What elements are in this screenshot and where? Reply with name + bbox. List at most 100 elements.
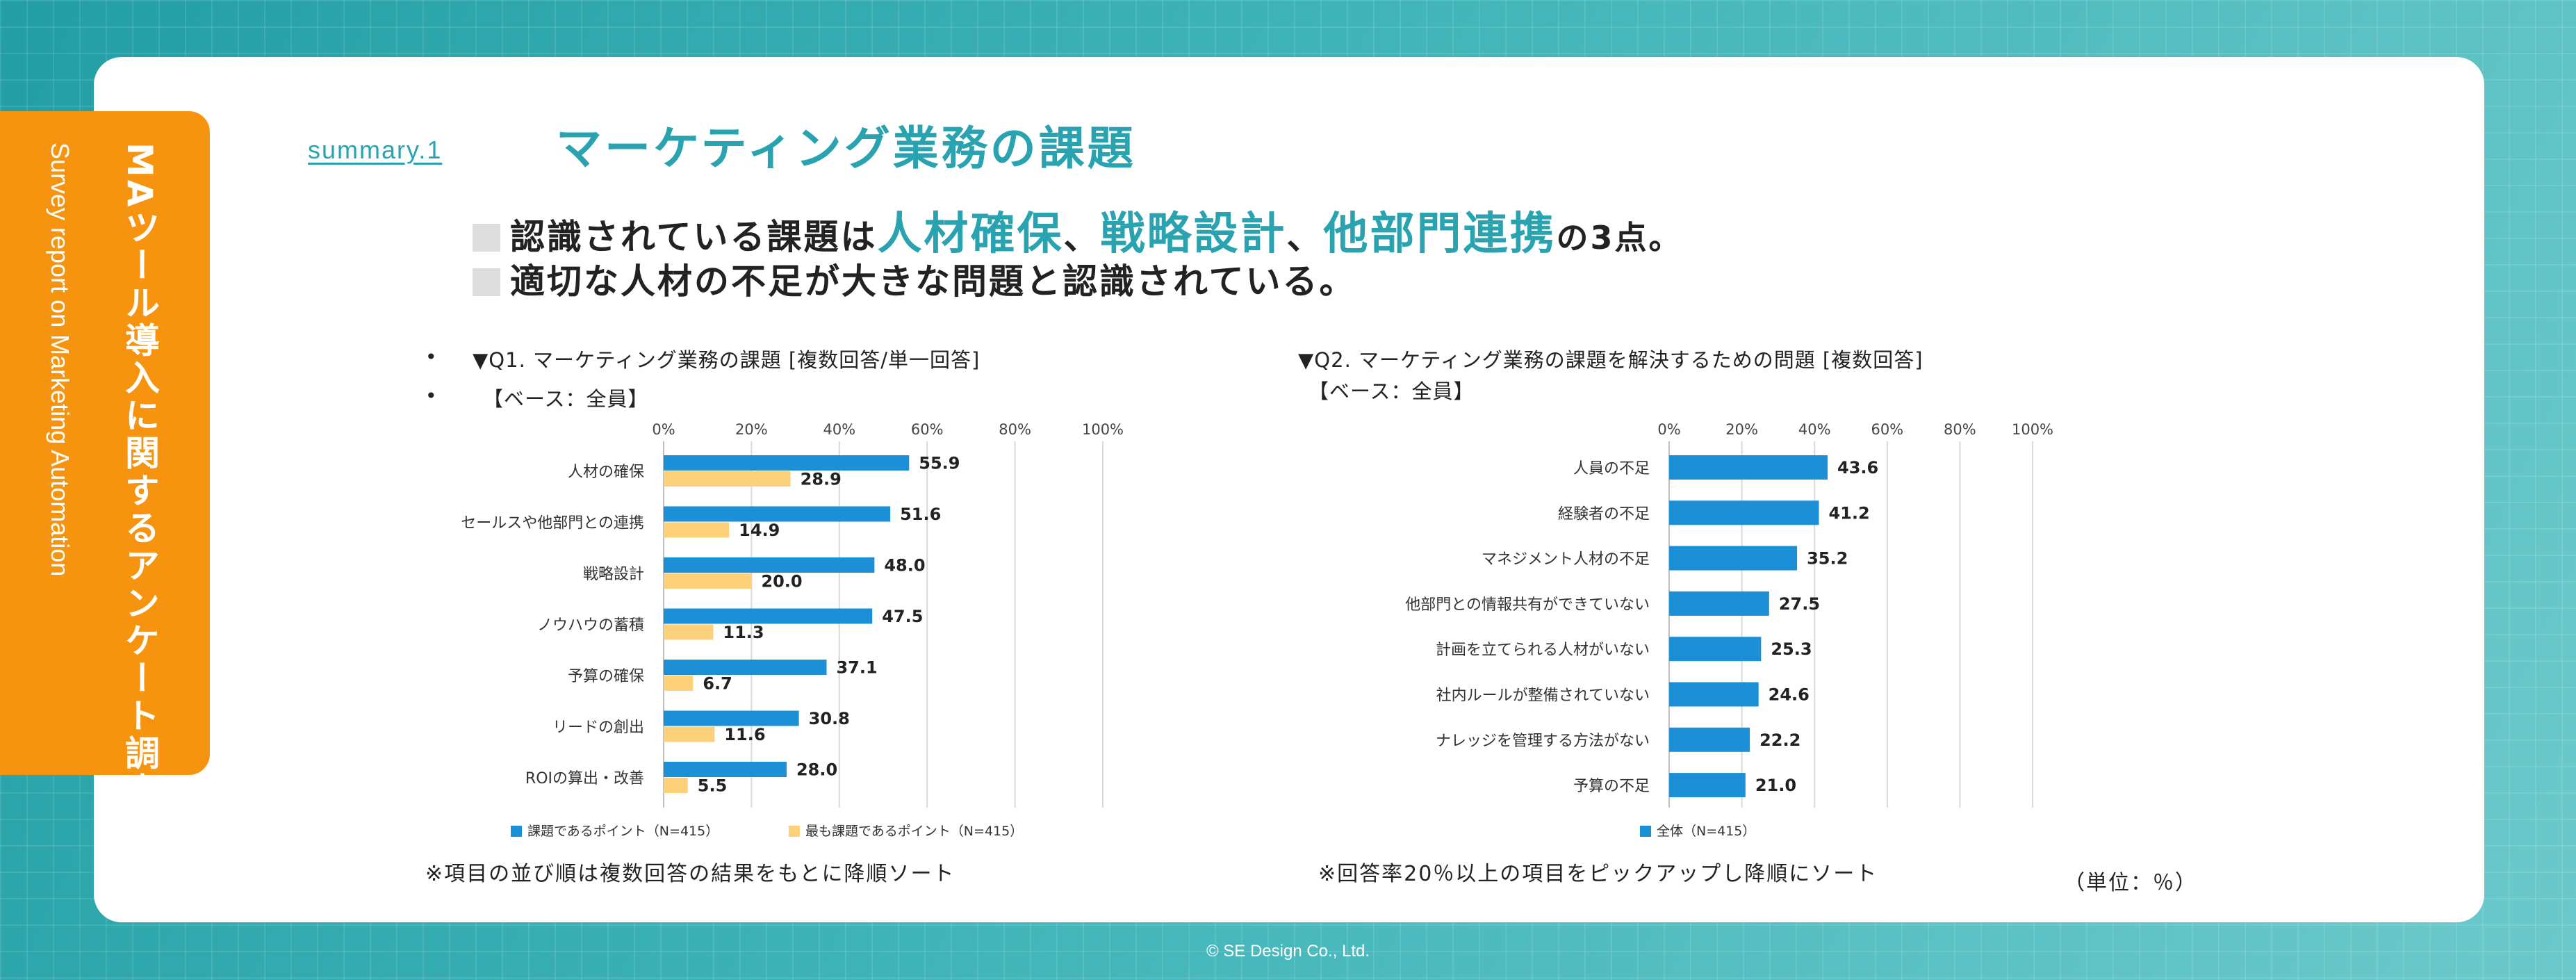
bar <box>664 710 799 726</box>
legend-label: 最も課題であるポイント（N=415） <box>805 824 1023 839</box>
data-label: 55.9 <box>919 454 960 473</box>
sidebar-tab: MAツール導入に関するアンケート調査報告書 Survey report on M… <box>0 111 210 922</box>
bullet-dot: • <box>425 384 437 407</box>
legend-swatch <box>789 826 800 837</box>
note-right: ※回答率20％以上の項目をピックアップし降順にソート <box>1318 862 1878 886</box>
data-label: 20.0 <box>761 572 802 591</box>
bar <box>664 676 694 691</box>
data-label: 30.8 <box>809 709 850 728</box>
q2-base: 【ベース：全員】 <box>1308 379 1475 403</box>
category-label: ノウハウの蓄積 <box>537 617 644 635</box>
bar <box>1669 727 1750 752</box>
q2-chart: 0% 20% 40% 60% 80% 100% 人員の不足 43.6 経験者の不足 41.2 マネジ… <box>1405 421 2053 839</box>
x-tick-label: 40% <box>1798 421 1831 438</box>
bar <box>664 660 827 675</box>
category-label: ナレッジを管理する方法がない <box>1436 733 1650 750</box>
x-tick-label: 40% <box>823 421 855 438</box>
page-title: マーケティング業務の課題 <box>556 122 1136 175</box>
highlight-text: 他部門連携 <box>1323 209 1557 260</box>
bar <box>664 471 791 487</box>
unit-label: （単位：％） <box>2064 871 2197 895</box>
highlight-text: 戦略設計 <box>1100 209 1287 260</box>
headline-line-2: 適切な人材の不足が大きな問題と認識されている。 <box>473 254 1356 304</box>
x-tick-label: 60% <box>911 421 944 438</box>
x-tick-label: 20% <box>735 421 768 438</box>
separator-text: 、 <box>1063 217 1101 257</box>
data-label: 37.1 <box>836 658 877 678</box>
legend-label: 全体（N=415） <box>1657 824 1755 839</box>
data-label: 43.6 <box>1837 458 1878 477</box>
category-label: セールスや他部門との連携 <box>461 515 644 532</box>
headline-line-1: 認識されている課題は人材確保、戦略設計、他部門連携の3点。 <box>473 198 1683 262</box>
data-label: 14.9 <box>739 521 780 540</box>
x-tick-label: 60% <box>1871 421 1903 438</box>
bar <box>664 624 714 640</box>
category-label: ROIの算出・改善 <box>525 770 644 787</box>
category-label: 他部門との情報共有ができていない <box>1405 596 1650 614</box>
category-label: 戦略設計 <box>583 566 644 583</box>
x-tick-label: 80% <box>999 421 1031 438</box>
content-panel <box>94 57 2484 922</box>
q1-base: 【ベース：全員】 <box>483 387 649 411</box>
bar <box>1669 500 1819 525</box>
bullet-dot: • <box>425 345 437 368</box>
x-tick-label: 100% <box>1082 421 1124 438</box>
data-label: 11.3 <box>723 623 764 642</box>
bar <box>664 608 873 624</box>
square-bullet-icon <box>473 224 500 252</box>
legend-label: 課題であるポイント（N=415） <box>527 824 719 839</box>
category-label: 計画を立てられる人材がいない <box>1436 642 1650 659</box>
data-label: 11.6 <box>724 725 765 744</box>
headline-text: 認識されている課題は <box>510 217 878 257</box>
x-tick-label: 100% <box>2012 421 2053 438</box>
bar <box>1669 637 1762 662</box>
legend-swatch <box>1640 826 1651 837</box>
separator-text: 、 <box>1286 217 1324 257</box>
data-label: 25.3 <box>1771 639 1812 659</box>
category-label: 人材の確保 <box>568 464 644 481</box>
bar <box>664 726 715 742</box>
category-label: 予算の不足 <box>1573 778 1650 795</box>
bar <box>664 573 752 589</box>
category-label: 経験者の不足 <box>1558 505 1650 523</box>
data-label: 47.5 <box>882 607 923 626</box>
bar <box>664 455 910 471</box>
data-label: 28.0 <box>796 760 837 780</box>
category-label: 社内ルールが整備されていない <box>1436 687 1650 705</box>
data-label: 41.2 <box>1828 503 1869 523</box>
category-label: リードの創出 <box>552 719 644 737</box>
bar <box>1669 455 1828 480</box>
bar <box>1669 591 1769 616</box>
data-label: 35.2 <box>1807 549 1848 569</box>
bar <box>664 762 787 777</box>
q2-heading: ▼Q2. マーケティング業務の課題を解決するための問題 [複数回答] <box>1298 348 1923 372</box>
x-tick-label: 0% <box>652 421 675 438</box>
q1-heading: ▼Q1. マーケティング業務の課題 [複数回答/単一回答] <box>473 348 981 372</box>
x-tick-label: 80% <box>1944 421 1976 438</box>
data-label: 6.7 <box>703 674 732 694</box>
square-bullet-icon <box>473 268 500 296</box>
bar <box>1669 773 1746 798</box>
note-left: ※項目の並び順は複数回答の結果をもとに降順ソート <box>425 862 955 886</box>
data-label: 48.0 <box>884 556 925 575</box>
bar <box>664 557 875 573</box>
data-label: 5.5 <box>698 776 728 796</box>
bar <box>664 506 891 522</box>
headline-end-text: の3点。 <box>1556 219 1683 256</box>
summary-label: summary.1 <box>308 136 443 164</box>
headline-text: 適切な人材の不足が大きな問題と認識されている。 <box>510 261 1356 302</box>
bar <box>664 522 730 538</box>
data-label: 24.6 <box>1769 685 1810 705</box>
data-label: 27.5 <box>1779 594 1820 614</box>
bar <box>1669 546 1798 571</box>
highlight-text: 人材確保 <box>877 209 1064 260</box>
q1-chart: 0% 20% 40% 60% 80% 100% 人材の確保 55.9 28.9 セールスや他部門と… <box>461 421 1124 839</box>
data-label: 28.9 <box>801 470 842 489</box>
data-label: 22.2 <box>1759 730 1800 750</box>
x-tick-label: 20% <box>1725 421 1758 438</box>
category-label: 人員の不足 <box>1573 460 1650 477</box>
data-label: 21.0 <box>1755 776 1796 795</box>
bar <box>664 778 688 793</box>
copyright: © SE Design Co., Ltd. <box>1206 942 1370 961</box>
category-label: マネジメント人材の不足 <box>1482 551 1650 569</box>
